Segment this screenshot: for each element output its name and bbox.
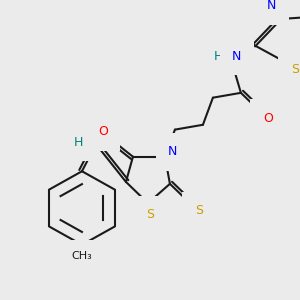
Text: H: H	[73, 136, 83, 149]
Text: N: N	[168, 146, 178, 158]
Text: S: S	[146, 208, 154, 221]
Text: O: O	[263, 112, 273, 124]
Text: N: N	[267, 0, 277, 12]
Text: S: S	[291, 63, 299, 76]
Text: CH₃: CH₃	[72, 251, 92, 261]
Text: H: H	[214, 50, 224, 62]
Text: O: O	[98, 125, 108, 138]
Text: N: N	[232, 50, 242, 62]
Text: S: S	[195, 204, 203, 218]
